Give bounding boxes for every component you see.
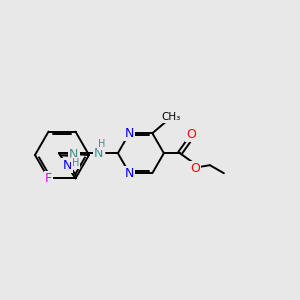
Text: H: H bbox=[98, 139, 106, 149]
Text: CH₃: CH₃ bbox=[162, 112, 181, 122]
Text: O: O bbox=[190, 162, 200, 175]
Text: H: H bbox=[72, 158, 80, 168]
Text: N: N bbox=[62, 159, 72, 172]
Text: N: N bbox=[125, 127, 134, 140]
Text: N: N bbox=[125, 167, 134, 180]
Text: O: O bbox=[186, 128, 196, 141]
Text: N: N bbox=[69, 148, 79, 160]
Text: N: N bbox=[94, 147, 104, 160]
Text: F: F bbox=[45, 172, 52, 185]
